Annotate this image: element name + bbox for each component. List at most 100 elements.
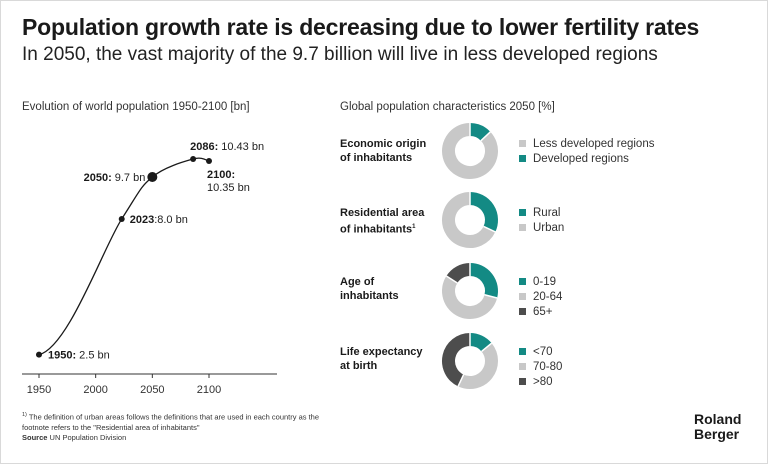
x-tick-label: 2050 xyxy=(140,384,164,396)
source-label: Source xyxy=(22,433,48,442)
legend-swatch xyxy=(519,224,526,231)
donut-label-line2: at birth xyxy=(340,360,378,372)
legend-label: 20-64 xyxy=(533,290,563,303)
point-value-label: 9.7 bn xyxy=(115,172,146,184)
page-title: Population growth rate is decreasing due… xyxy=(22,14,700,40)
legend-item: 0-19 xyxy=(519,274,562,289)
footnote-marker: 1 xyxy=(412,224,416,230)
donut-slice xyxy=(442,192,496,248)
legend-label: 70-80 xyxy=(533,360,563,373)
donut-slice-separator xyxy=(445,275,458,284)
donut-slice xyxy=(442,123,498,179)
data-point xyxy=(147,172,158,183)
legend-label: 0-19 xyxy=(533,275,557,288)
donut-label-economic-origin: Economic origin of inhabitants xyxy=(340,137,445,165)
legend-item: >80 xyxy=(519,374,562,389)
donut-slice xyxy=(469,192,498,232)
legend-item: Urban xyxy=(519,220,564,235)
donut-slice-separator xyxy=(457,374,465,387)
donut-slice xyxy=(442,276,498,319)
legend-swatch xyxy=(519,140,526,147)
legend-item: <70 xyxy=(519,344,562,359)
legend-age: 0-19 20-64 65+ xyxy=(519,274,562,319)
point-year-label: 2050: xyxy=(84,172,112,184)
donut-label-age: Age of inhabitants xyxy=(340,275,445,303)
donut-slice-separator xyxy=(483,225,496,233)
data-point xyxy=(36,351,42,358)
donut-economic-origin xyxy=(442,123,498,179)
donut-label-line2: inhabitants xyxy=(340,290,399,302)
donuts-panel-title: Global population characteristics 2050 [… xyxy=(340,101,555,113)
donut-label-line2: of inhabitants1 xyxy=(340,223,416,236)
legend-item: 20-64 xyxy=(519,289,562,304)
donut-label-line1: Economic origin xyxy=(340,138,427,150)
legend-label: Developed regions xyxy=(533,152,629,165)
legend-label: <70 xyxy=(533,345,553,358)
legend-swatch xyxy=(519,293,526,300)
point-annotation: 1950: 2.5 bn xyxy=(48,350,110,362)
donut-label-line1: Life expectancy xyxy=(340,346,423,358)
legend-residential-area: Rural Urban xyxy=(519,205,564,235)
legend-item: Less developed regions xyxy=(519,136,654,151)
legend-label: Rural xyxy=(533,206,561,219)
x-tick-label: 1950 xyxy=(27,384,51,396)
donut-residential-area xyxy=(442,192,498,248)
point-year-label: 1950: xyxy=(48,350,76,362)
legend-economic-origin: Less developed regions Developed regions xyxy=(519,136,654,166)
point-value-label: 2.5 bn xyxy=(79,350,110,362)
x-tick-label: 2100 xyxy=(197,384,221,396)
legend-label: Less developed regions xyxy=(533,137,655,150)
legend-swatch xyxy=(519,348,526,355)
legend-swatch xyxy=(519,278,526,285)
x-tick-label: 2000 xyxy=(83,384,107,396)
logo-line1: Roland xyxy=(694,411,742,427)
legend-swatch xyxy=(519,363,526,370)
point-year-label: 2100: xyxy=(207,169,235,181)
donut-label-line1: Residential area xyxy=(340,207,425,219)
legend-swatch xyxy=(519,308,526,315)
data-point xyxy=(190,155,197,162)
donut-life-expectancy xyxy=(442,333,498,389)
donut-label-residential-area: Residential area of inhabitants1 xyxy=(340,206,445,237)
legend-swatch xyxy=(519,209,526,216)
donut-label-line1: Age of xyxy=(340,276,375,288)
point-annotation: 2050: 9.7 bn xyxy=(84,172,146,184)
donut-slice xyxy=(469,263,498,298)
donut-slice xyxy=(458,343,498,389)
line-chart-title: Evolution of world population 1950-2100 … xyxy=(22,101,250,113)
point-annotation: 2086: 10.43 bn xyxy=(190,141,264,153)
legend-label: 65+ xyxy=(533,305,553,318)
source-text: UN Population Division xyxy=(49,433,127,442)
data-point xyxy=(118,215,125,222)
population-series-line xyxy=(38,157,210,356)
legend-item: 70-80 xyxy=(519,359,562,374)
point-annotation: 2023:8.0 bn xyxy=(130,214,188,226)
footnote-text: The definition of urban areas follows th… xyxy=(22,412,320,432)
legend-life-expectancy: <70 70-80 >80 xyxy=(519,344,562,389)
donut-slice xyxy=(442,333,471,387)
page-subtitle: In 2050, the vast majority of the 9.7 bi… xyxy=(22,44,658,65)
population-line-chart: 1950 2000 2050 2100 1950: 2.5 bn 2023:8.0 bn 2… xyxy=(22,141,277,396)
legend-label: >80 xyxy=(533,375,553,388)
donut-slice xyxy=(446,263,471,284)
donut-slice-separator xyxy=(480,131,491,142)
donut-label-line2: of inhabitants xyxy=(340,152,413,164)
donut-slice xyxy=(469,123,491,142)
source-line: Source UN Population Division xyxy=(22,433,126,442)
legend-label: Urban xyxy=(533,221,565,234)
legend-swatch xyxy=(519,378,526,385)
footnote-marker: 1) xyxy=(22,412,27,418)
footnote: 1) The definition of urban areas follows… xyxy=(22,410,332,433)
point-value-label: :8.0 bn xyxy=(154,214,188,226)
donut-label-life-expectancy: Life expectancy at birth xyxy=(340,345,445,373)
data-point xyxy=(206,157,212,164)
roland-berger-logo: Roland Berger xyxy=(694,412,741,442)
legend-swatch xyxy=(519,155,526,162)
donut-age xyxy=(442,263,498,319)
donut-slice-separator xyxy=(484,294,498,299)
point-value-label: 10.43 bn xyxy=(221,141,264,153)
point-value-label: 10.35 bn xyxy=(207,182,250,194)
donut-slice xyxy=(469,333,492,352)
point-year-label: 2086: xyxy=(190,141,218,153)
donut-slice-separator xyxy=(481,342,493,353)
